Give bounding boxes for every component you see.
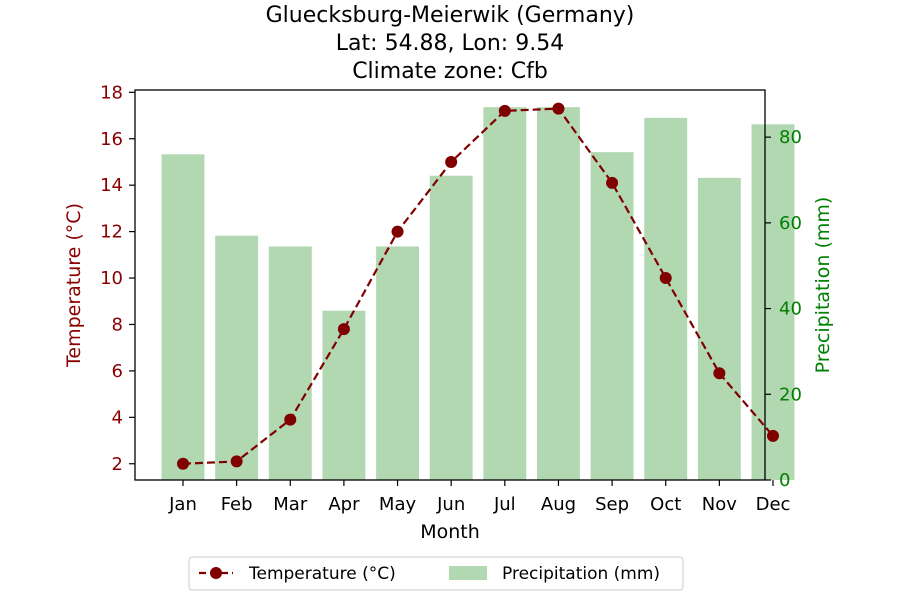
precipitation-bar-aug: [537, 107, 580, 481]
legend-precipitation-swatch: [449, 566, 487, 580]
left-axis-label: Temperature (°C): [63, 203, 85, 368]
x-tick-label: Feb: [221, 494, 253, 515]
x-tick-label: Mar: [273, 494, 308, 515]
right-axis-label: Precipitation (mm): [812, 197, 834, 374]
temperature-point-jan: [177, 457, 189, 470]
x-tick-label: Nov: [702, 494, 737, 515]
x-tick-label: May: [379, 494, 417, 515]
plot-frame: [134, 89, 766, 481]
precipitation-bar-may: [376, 246, 419, 480]
legend-box: [188, 556, 684, 591]
temperature-point-sep: [606, 176, 619, 189]
left-tick-label: 10: [100, 268, 123, 289]
temperature-point-apr: [337, 323, 350, 336]
precipitation-bar-jan: [161, 154, 205, 481]
chart-title: Gluecksburg-Meierwik (Germany) Lat: 54.88…: [266, 3, 635, 84]
temperature-point-oct: [659, 272, 672, 285]
x-tick-label: Jul: [493, 494, 516, 515]
x-tick-label: Sep: [595, 494, 629, 515]
right-tick-label: 80: [779, 127, 802, 148]
left-tick-label: 4: [112, 407, 123, 428]
temperature-point-jul: [498, 104, 511, 117]
temperature-point-feb: [230, 455, 243, 468]
precipitation-bar-feb: [215, 235, 259, 480]
left-tick-label: 6: [112, 361, 123, 382]
right-axis: 0 20 40 60 80 Precipitation (mm): [765, 127, 834, 491]
right-tick-label: 60: [779, 213, 802, 234]
right-tick-label: 40: [779, 299, 802, 320]
x-tick-label: Oct: [650, 494, 681, 515]
x-tick-label: Apr: [328, 494, 360, 515]
precipitation-bar-jul: [483, 107, 527, 481]
temperature-point-nov: [713, 367, 726, 380]
left-tick-label: 16: [100, 129, 123, 150]
temperature-point-jun: [445, 155, 458, 168]
precipitation-bar-apr: [322, 310, 366, 480]
left-tick-label: 18: [100, 82, 123, 103]
title-line-3: Climate zone: Cfb: [352, 59, 548, 84]
temperature-line: [182, 107, 774, 465]
left-tick-label: 12: [100, 222, 123, 243]
temperature-point-may: [391, 225, 404, 238]
x-tick-label: Aug: [541, 494, 576, 515]
precipitation-bar-oct: [644, 117, 688, 480]
x-axis: Jan Feb Mar Apr May Jun Jul Aug Sep Oct Nov Dec Mont…: [168, 480, 790, 543]
precipitation-bars: [161, 107, 795, 481]
temperature-point-dec: [767, 429, 779, 442]
x-axis-label: Month: [420, 521, 480, 543]
precipitation-bar-mar: [268, 246, 312, 480]
legend: Temperature (°C) Precipitation (mm): [188, 556, 684, 591]
precipitation-bar-jun: [429, 175, 473, 480]
temperature-point-mar: [284, 413, 297, 426]
legend-temperature-marker: [210, 567, 222, 579]
left-tick-label: 2: [112, 454, 123, 475]
left-tick-label: 14: [100, 175, 123, 196]
temperature-series: [177, 102, 779, 470]
left-tick-label: 8: [112, 314, 123, 335]
precipitation-bar-nov: [697, 177, 741, 480]
right-tick-label: 20: [779, 384, 802, 405]
x-tick-label: Jun: [436, 494, 465, 515]
precipitation-bar-sep: [590, 152, 634, 480]
temperature-point-aug: [552, 102, 565, 115]
right-tick-label: 0: [779, 470, 790, 491]
left-axis: 2 4 6 8 10 12 14 16 18 Temperature (°C): [63, 82, 135, 475]
x-tick-label: Dec: [756, 494, 791, 515]
x-tick-label: Jan: [168, 494, 197, 515]
title-line-1: Gluecksburg-Meierwik (Germany): [266, 3, 635, 28]
legend-precipitation-label: Precipitation (mm): [502, 564, 660, 584]
legend-temperature-label: Temperature (°C): [248, 564, 396, 584]
title-line-2: Lat: 54.88, Lon: 9.54: [336, 31, 564, 56]
